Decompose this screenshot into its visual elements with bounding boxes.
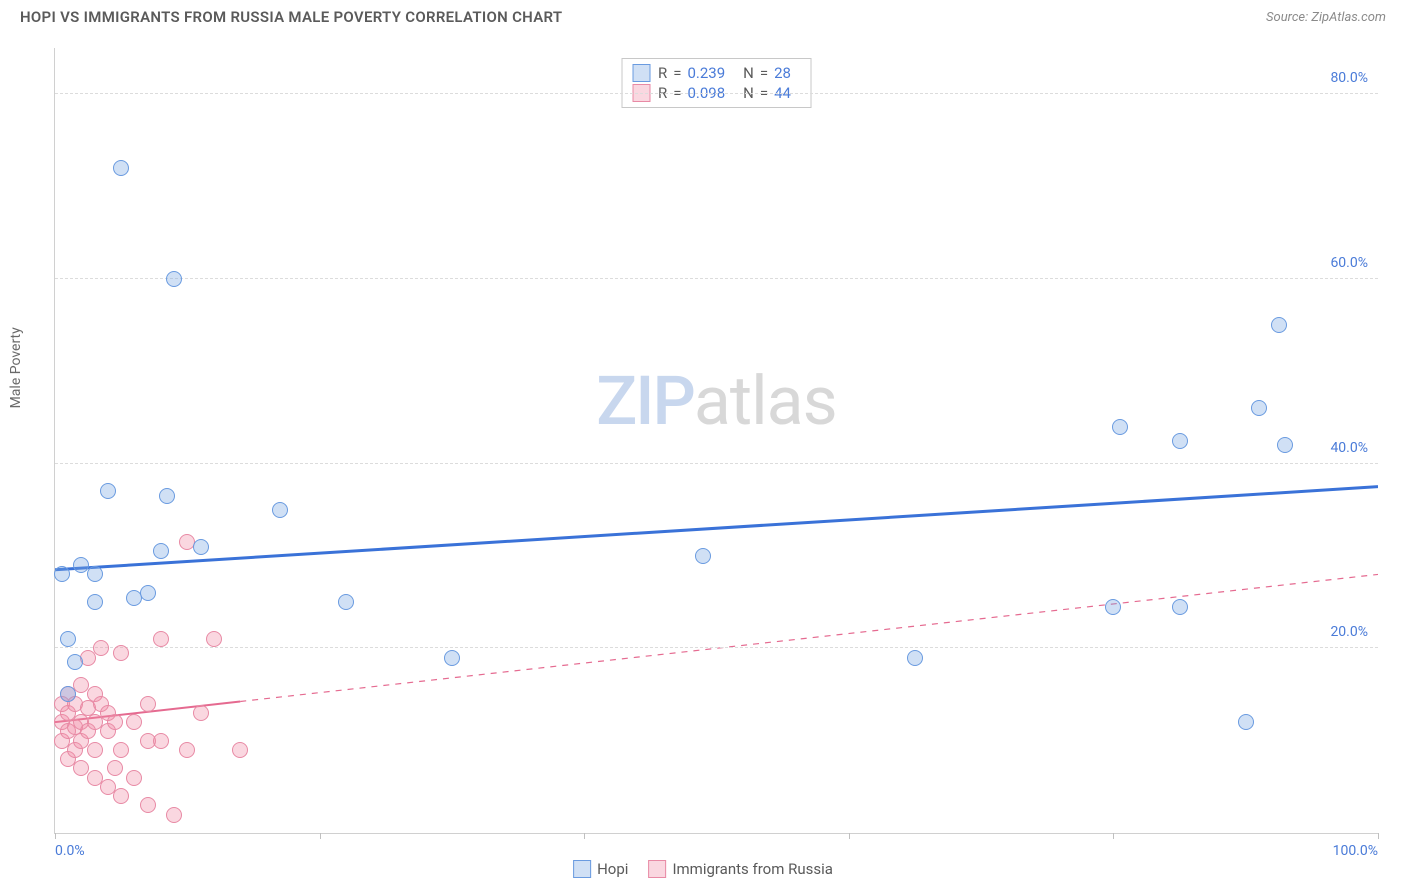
trend-blue-solid <box>55 487 1378 570</box>
point-blue <box>695 548 711 564</box>
watermark: ZIPatlas <box>596 361 837 441</box>
point-pink <box>140 696 156 712</box>
stats-legend-box: R=0.239N=28R=0.098N=44 <box>621 58 812 108</box>
point-pink <box>107 714 123 730</box>
point-blue <box>338 594 354 610</box>
point-pink <box>113 645 129 661</box>
point-blue <box>159 488 175 504</box>
y-axis-label: Male Poverty <box>8 327 24 408</box>
x-tick-label: 100.0% <box>1333 843 1378 859</box>
point-pink <box>232 742 248 758</box>
point-pink <box>126 770 142 786</box>
point-blue <box>1112 419 1128 435</box>
point-pink <box>193 705 209 721</box>
point-blue <box>1105 599 1121 615</box>
point-blue <box>907 650 923 666</box>
stats-r-value: 0.239 <box>687 64 725 82</box>
point-blue <box>100 483 116 499</box>
legend-item: Hopi <box>573 860 628 878</box>
y-tick-label: 60.0% <box>1330 255 1368 271</box>
point-blue <box>193 539 209 555</box>
point-blue <box>444 650 460 666</box>
point-pink <box>126 714 142 730</box>
legend-swatch <box>648 860 666 878</box>
point-blue <box>1277 437 1293 453</box>
stats-n-value: 28 <box>774 64 791 82</box>
point-pink <box>107 760 123 776</box>
legend-swatch <box>573 860 591 878</box>
point-pink <box>153 631 169 647</box>
point-blue <box>87 566 103 582</box>
point-pink <box>179 742 195 758</box>
point-blue <box>166 271 182 287</box>
eq-icon: = <box>760 64 768 82</box>
point-pink <box>87 742 103 758</box>
legend-label: Hopi <box>597 860 628 878</box>
point-pink <box>140 797 156 813</box>
point-blue <box>113 160 129 176</box>
x-tick-mark <box>55 833 56 839</box>
stats-r-label: R <box>658 64 667 82</box>
gridline-h <box>55 647 1378 648</box>
legend-item: Immigrants from Russia <box>648 860 832 878</box>
x-tick-mark <box>320 833 321 839</box>
point-blue <box>60 631 76 647</box>
point-blue <box>140 585 156 601</box>
legend-label: Immigrants from Russia <box>672 860 832 878</box>
point-blue <box>87 594 103 610</box>
gridline-h <box>55 93 1378 94</box>
legend-bottom: Hopi Immigrants from Russia <box>573 860 833 878</box>
watermark-zip: ZIP <box>596 361 694 441</box>
point-blue <box>60 686 76 702</box>
point-blue <box>1172 599 1188 615</box>
point-pink <box>166 807 182 823</box>
y-tick-label: 40.0% <box>1330 440 1368 456</box>
x-tick-mark <box>584 833 585 839</box>
stats-n-label: N <box>743 64 754 82</box>
stats-swatch <box>632 64 650 82</box>
x-tick-mark <box>1113 833 1114 839</box>
y-tick-label: 80.0% <box>1330 70 1368 86</box>
point-pink <box>113 742 129 758</box>
x-tick-mark <box>849 833 850 839</box>
gridline-h <box>55 463 1378 464</box>
gridline-h <box>55 278 1378 279</box>
point-blue <box>1251 400 1267 416</box>
point-pink <box>113 788 129 804</box>
point-blue <box>153 543 169 559</box>
eq-icon: = <box>673 64 681 82</box>
point-blue <box>1238 714 1254 730</box>
source-label: Source: ZipAtlas.com <box>1266 10 1386 25</box>
point-pink <box>153 733 169 749</box>
point-pink <box>206 631 222 647</box>
trend-pink-dashed <box>240 574 1378 701</box>
stats-row: R = 0.239 N = 28 <box>632 63 801 83</box>
point-blue <box>54 566 70 582</box>
point-blue <box>272 502 288 518</box>
x-tick-label: 0.0% <box>55 843 85 859</box>
point-blue <box>1172 433 1188 449</box>
scatter-plot: ZIPatlas R=0.239N=28R=0.098N=44 20.0%40.… <box>54 48 1378 834</box>
x-tick-mark <box>1378 833 1379 839</box>
point-pink <box>93 640 109 656</box>
point-blue <box>67 654 83 670</box>
y-tick-label: 20.0% <box>1330 624 1368 640</box>
chart-title: HOPI VS IMMIGRANTS FROM RUSSIA MALE POVE… <box>20 8 562 26</box>
watermark-atlas: atlas <box>694 361 837 441</box>
point-blue <box>1271 317 1287 333</box>
